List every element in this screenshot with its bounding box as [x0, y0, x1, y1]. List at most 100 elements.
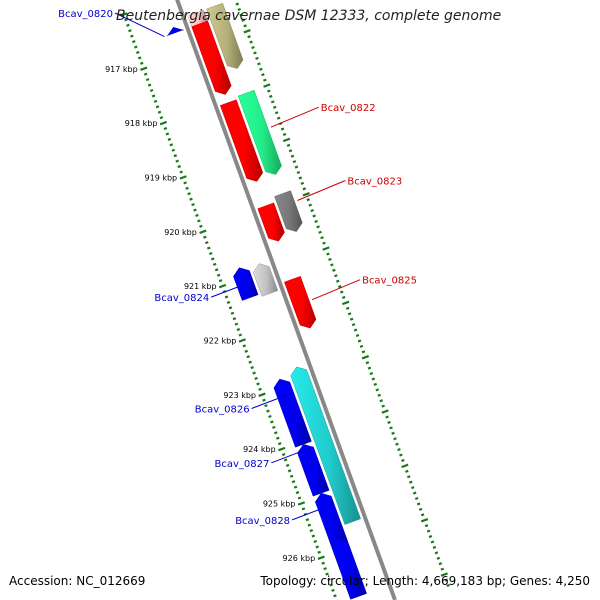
minor-tick [416, 502, 421, 506]
minor-tick [289, 474, 294, 478]
minor-tick [285, 463, 290, 467]
gene-label-bcav-0826[interactable]: Bcav_0826 [195, 405, 250, 416]
minor-tick [295, 491, 300, 495]
gene-arrow[interactable] [257, 202, 285, 242]
major-tick [278, 446, 286, 452]
gene-label-bcav-0828[interactable]: Bcav_0828 [235, 516, 290, 527]
tick-label: 923 kbp [223, 391, 256, 400]
minor-tick [193, 208, 197, 212]
minor-tick [307, 523, 312, 527]
gene-arrow[interactable] [297, 444, 330, 497]
minor-tick [236, 328, 241, 332]
minor-tick [266, 409, 270, 413]
minor-tick [410, 486, 415, 490]
minor-tick [270, 100, 275, 104]
minor-tick [203, 235, 207, 239]
major-tick [218, 283, 227, 289]
minor-tick [149, 88, 154, 93]
gene-arrow[interactable] [284, 275, 317, 329]
minor-tick [228, 306, 233, 310]
minor-tick [151, 94, 156, 98]
major-tick [420, 518, 429, 523]
major-tick [120, 12, 128, 17]
minor-tick [262, 398, 266, 402]
minor-tick [139, 61, 144, 65]
tick-label: 924 kbp [243, 445, 276, 454]
minor-tick [136, 50, 140, 55]
gene-arrow[interactable] [206, 2, 244, 69]
minor-tick [232, 317, 237, 321]
minor-tick [287, 469, 292, 473]
minor-tick [359, 344, 364, 348]
major-tick [342, 300, 350, 306]
callout-leader [251, 392, 294, 409]
minor-tick [264, 404, 268, 408]
gene-label-bcav-0822[interactable]: Bcav_0822 [321, 103, 376, 114]
minor-tick [214, 268, 219, 272]
major-tick [199, 229, 207, 234]
minor-tick [347, 312, 352, 316]
minor-tick [349, 317, 354, 321]
tick-label: 917 kbp [105, 65, 138, 74]
minor-tick [199, 224, 203, 228]
minor-tick [339, 290, 344, 294]
tick-label: 920 kbp [164, 228, 197, 237]
gene-label-bcav-0827[interactable]: Bcav_0827 [214, 459, 269, 470]
minor-tick [286, 143, 291, 147]
minor-tick [318, 230, 322, 234]
minor-tick [365, 361, 370, 365]
minor-tick [332, 268, 336, 272]
minor-tick [243, 24, 247, 28]
minor-tick [345, 306, 350, 310]
gene-label-bcav-0820[interactable]: Bcav_0820 [58, 9, 113, 20]
minor-tick [395, 442, 399, 446]
minor-tick [401, 458, 405, 463]
minor-tick [387, 420, 391, 424]
minor-tick [212, 262, 217, 266]
major-tick [243, 29, 251, 34]
gene-arrow[interactable] [252, 263, 279, 297]
major-tick [140, 66, 148, 71]
minor-tick [255, 56, 259, 60]
minor-tick [275, 436, 280, 440]
minor-tick [393, 437, 397, 441]
gene-arrow[interactable] [274, 190, 303, 232]
gene-callouts: Bcav_0820 Bcav_0822 Bcav_0823 Bcav_0825 Bcav… [58, 9, 417, 527]
minor-tick [315, 545, 320, 549]
minor-tick [251, 45, 255, 50]
gene-arrow[interactable] [191, 20, 232, 95]
minor-tick [126, 23, 130, 27]
minor-tick [185, 186, 189, 190]
gene-label-bcav-0824[interactable]: Bcav_0824 [154, 293, 209, 304]
gene-arrow[interactable] [290, 366, 362, 525]
gene-arrow[interactable] [167, 27, 184, 37]
minor-tick [237, 7, 242, 12]
minor-tick [291, 480, 296, 484]
minor-tick [371, 377, 376, 381]
minor-tick [389, 426, 393, 430]
callout-leader [311, 279, 361, 301]
minor-tick [367, 366, 372, 370]
minor-tick [288, 149, 293, 153]
minor-tick [234, 322, 239, 326]
minor-tick [355, 333, 360, 338]
gene-label-bcav-0825[interactable]: Bcav_0825 [362, 276, 417, 287]
gene-arrow[interactable] [219, 99, 264, 182]
gene-arrow[interactable] [331, 539, 367, 600]
gene-arrow[interactable] [237, 89, 282, 175]
minor-tick [391, 431, 395, 435]
minor-tick [277, 442, 282, 446]
minor-tick [326, 252, 330, 256]
tick-label: 926 kbp [283, 554, 316, 563]
minor-tick [333, 594, 337, 598]
minor-tick [235, 2, 240, 6]
minor-tick [334, 274, 338, 278]
minor-tick [313, 539, 318, 544]
minor-tick [157, 110, 162, 114]
minor-tick [381, 404, 385, 408]
minor-tick [268, 414, 272, 419]
minor-tick [321, 561, 325, 565]
gene-label-bcav-0823[interactable]: Bcav_0823 [347, 177, 402, 188]
minor-tick [167, 137, 172, 141]
minor-tick [263, 78, 267, 82]
